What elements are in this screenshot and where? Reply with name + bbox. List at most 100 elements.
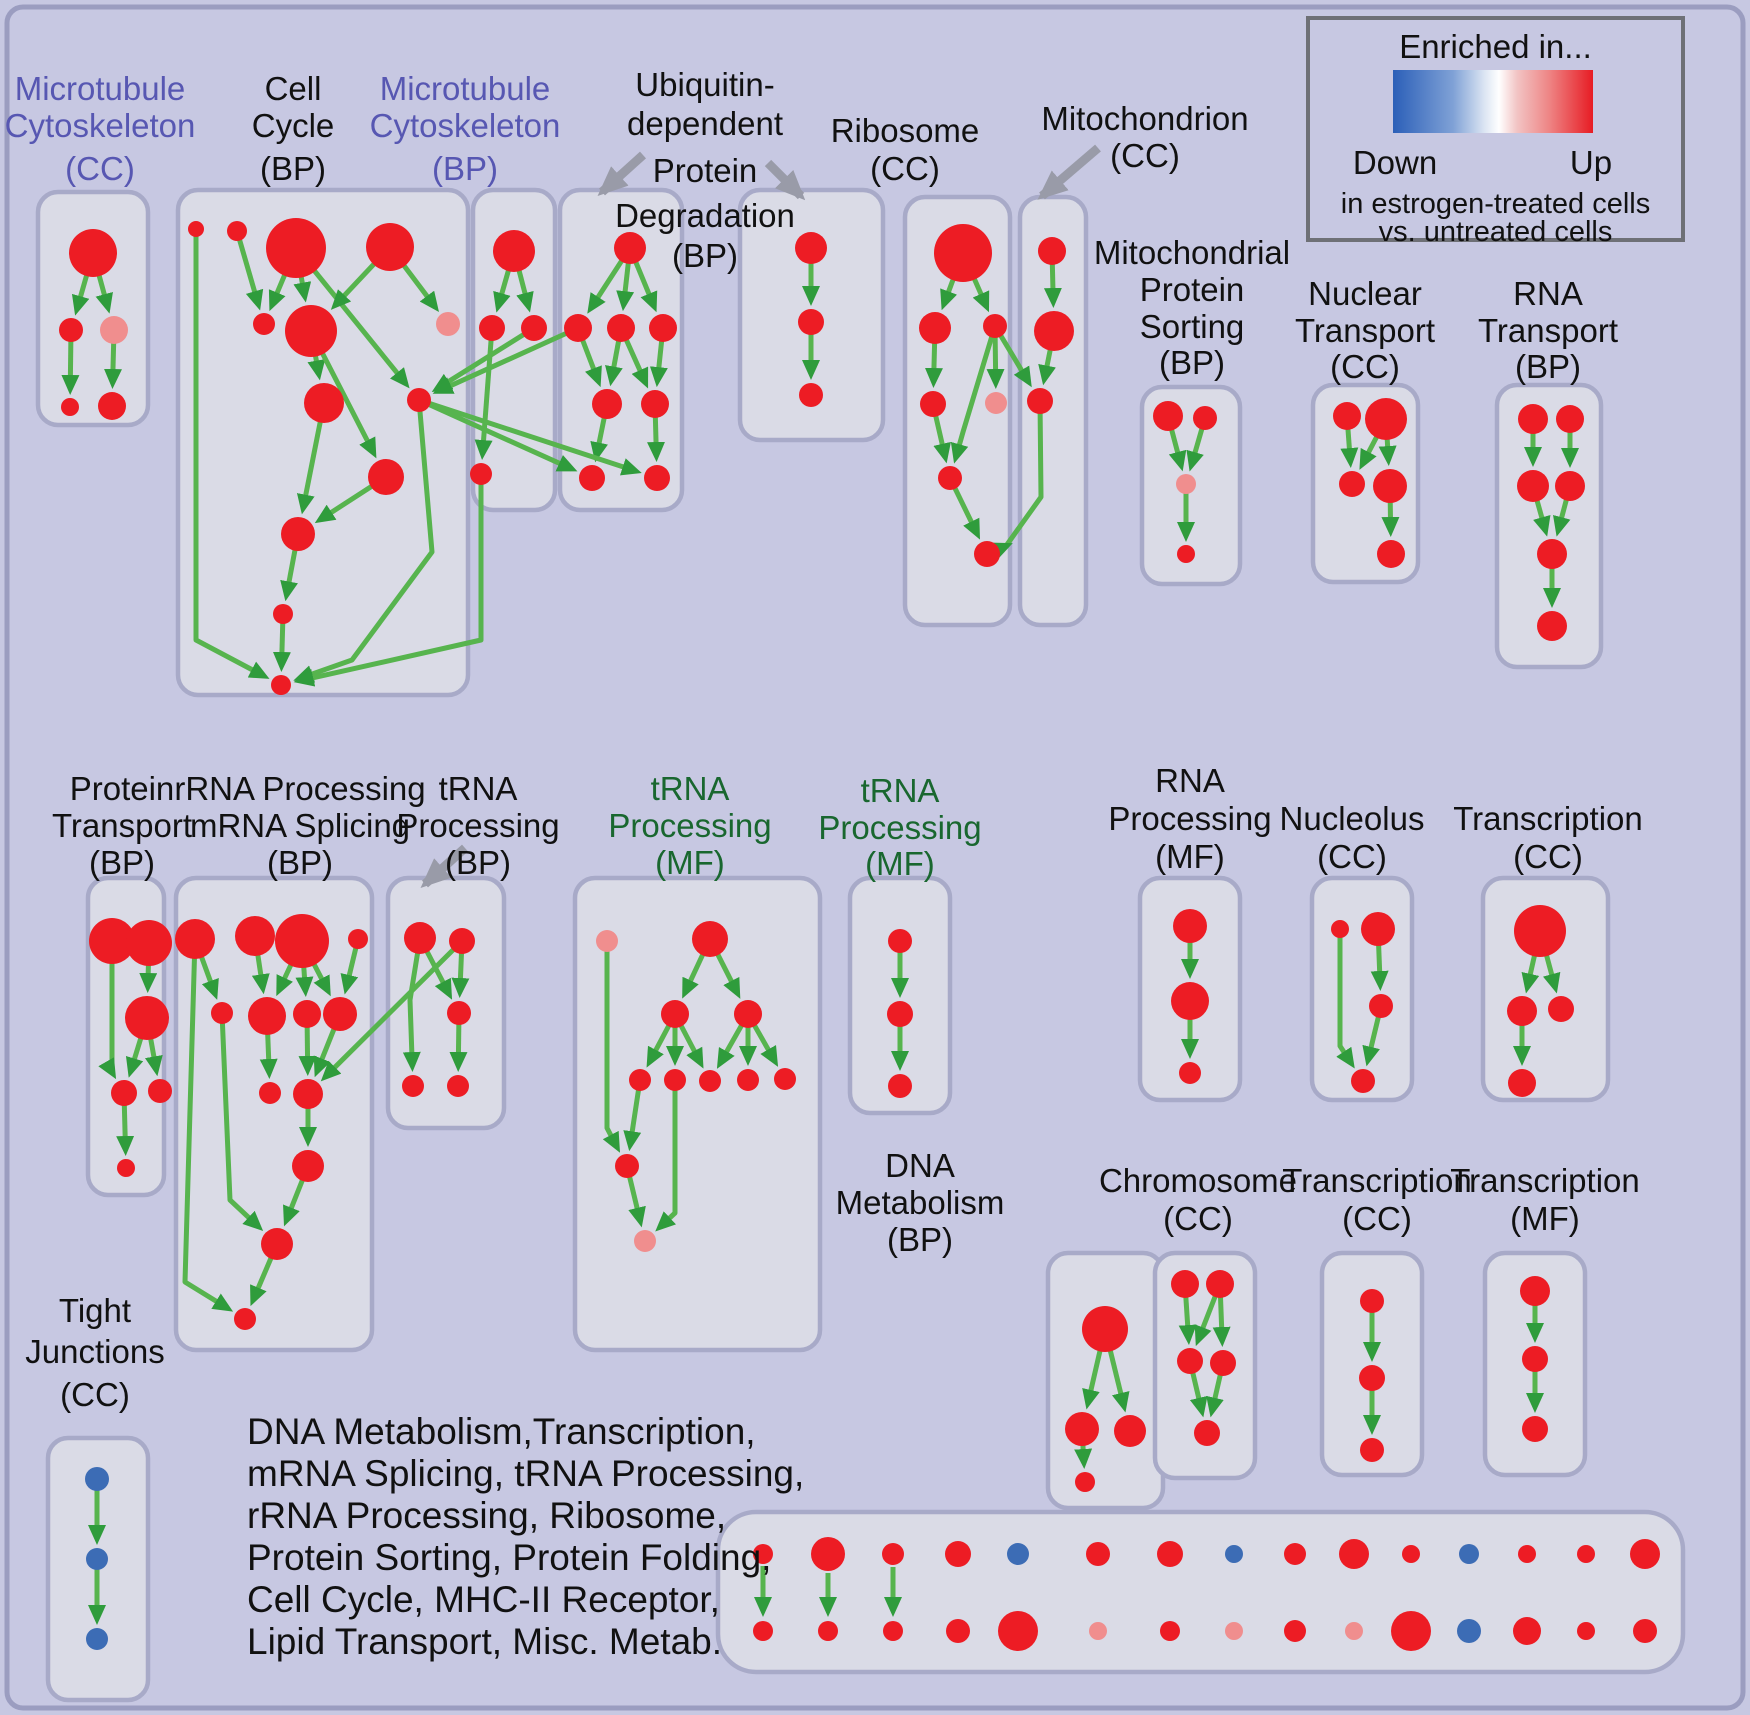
pair-bottom-node-11 [1391, 1611, 1431, 1651]
node-u4 [649, 314, 677, 342]
cluster-labels: MicrotubuleCytoskeleton(CC)CellCycle(BP)… [5, 66, 1643, 1413]
pointer-arrow-1 [597, 151, 647, 197]
label-tight-junctions: Tight Junctions (CC) [25, 1292, 164, 1413]
label-mito-sorting-line: (BP) [1159, 344, 1225, 381]
legend-gradient-bar [1393, 70, 1593, 133]
pair-top-node-5 [1007, 1543, 1029, 1565]
pair-bottom-node-7 [1160, 1621, 1180, 1641]
label-microtubule-bp-line: (BP) [432, 150, 498, 187]
node-f8 [774, 1068, 796, 1090]
node-mt2 [1034, 311, 1074, 351]
label-trna-mf-2-line: tRNA [861, 772, 940, 809]
node-n5 [1377, 540, 1405, 568]
node-p3 [125, 996, 169, 1040]
pair-top-node-9 [1284, 1543, 1306, 1565]
label-microtubule-bp-line: Microtubule [380, 70, 551, 107]
legend: Enriched in... Down Up in estrogen-treated … [1306, 16, 1685, 248]
box-dna-metabolism [1045, 1250, 1166, 1511]
node-tm3 [1522, 1416, 1548, 1442]
node-c10 [368, 459, 404, 495]
edge-c1-c13 [193, 229, 270, 679]
node-ch1 [1171, 1270, 1199, 1298]
label-protein-transport-line: Protein [70, 770, 175, 807]
node-c3 [266, 218, 326, 278]
node-h1 [1173, 909, 1207, 943]
label-protein-transport-line: (BP) [89, 844, 155, 881]
label-trna-bp-line: (BP) [445, 844, 511, 881]
node-r6 [938, 466, 962, 490]
node-n2 [1365, 398, 1407, 440]
pair-bottom-node-4 [946, 1619, 970, 1643]
node-c9 [407, 388, 431, 412]
pair-top-node-8 [1225, 1545, 1243, 1563]
edge-t2-q10 [320, 939, 464, 1082]
pair-bottom-node-13 [1513, 1617, 1541, 1645]
pair-bottom-node-6 [1089, 1622, 1107, 1640]
box-chromosome [1152, 1250, 1258, 1481]
label-nuclear-transport-line: Transport [1295, 312, 1435, 349]
node-c2 [227, 221, 247, 241]
label-cell-cycle-line: (BP) [260, 150, 326, 187]
label-ribosome: Ribosome(CC) [831, 112, 980, 187]
node-r7 [974, 541, 1000, 567]
label-microtubule-cc-line: (CC) [65, 150, 135, 187]
label-rna-processing-line: Processing [1108, 800, 1271, 837]
node-tj2 [86, 1548, 108, 1570]
node-mt3 [1027, 388, 1053, 414]
edge-c2-c5 [234, 230, 264, 311]
label-mitochondrion-line: (CC) [1110, 137, 1180, 174]
edge-mt3-r7 [990, 400, 1044, 560]
node-n1 [1333, 402, 1361, 430]
figure-frame [4, 4, 1746, 1711]
box-trna-mf-large [572, 875, 823, 1353]
node-tc2 [1359, 1365, 1385, 1391]
box-nucleolus [1309, 875, 1415, 1103]
node-s4 [1177, 545, 1195, 563]
node-u7 [579, 465, 605, 491]
misc-text-line-6: Lipid Transport, Misc. Metab. [247, 1621, 722, 1662]
node-c11 [281, 517, 315, 551]
node-q4 [348, 929, 368, 949]
node-g1 [888, 929, 912, 953]
node-q6 [248, 997, 286, 1035]
node-k1 [1514, 905, 1566, 957]
node-c8 [304, 383, 344, 423]
label-nuclear-transport-line: (CC) [1330, 348, 1400, 385]
node-h3 [1179, 1062, 1201, 1084]
node-r4 [920, 391, 946, 417]
pair-top-node-7 [1157, 1541, 1183, 1567]
node-f10 [634, 1230, 656, 1252]
pair-bottom-node-8 [1225, 1622, 1243, 1640]
legend-subtitle-2: vs. untreated cells [1379, 216, 1613, 248]
label-trna-mf-1-line: tRNA [651, 770, 730, 807]
label-dna-metabolism-line: DNA [885, 1147, 955, 1184]
node-b3b [470, 463, 492, 485]
node-ch2 [1206, 1270, 1234, 1298]
pair-top-node-11 [1402, 1545, 1420, 1563]
node-f9 [615, 1154, 639, 1178]
node-r1 [934, 224, 992, 282]
legend-subtitle-1: in estrogen-treated cells [1341, 188, 1651, 220]
pair-top-node-12 [1459, 1544, 1479, 1564]
misc-clusters-text: DNA Metabolism,Transcription,mRNA Splici… [247, 1411, 804, 1662]
label-ubiquitin-line: (BP) [672, 237, 738, 274]
edge-c9-c13 [293, 399, 435, 683]
label-rna-processing-line: RNA [1155, 762, 1225, 799]
node-rt5 [1537, 539, 1567, 569]
misc-text-line-2: mRNA Splicing, tRNA Processing, [247, 1453, 804, 1494]
box-microtubule-cc [35, 189, 151, 428]
node-f0 [596, 930, 618, 952]
node-a1 [69, 229, 117, 277]
node-q8 [323, 997, 357, 1031]
label-chromosome-line: Chromosome [1099, 1162, 1297, 1199]
node-u5 [592, 389, 622, 419]
node-rt1 [1518, 404, 1548, 434]
label-transcription-cc-2: Transcription(CC) [1453, 800, 1643, 875]
misc-text-line-1: DNA Metabolism,Transcription, [247, 1411, 756, 1452]
label-trna-bp-line: Processing [396, 807, 559, 844]
node-p5 [148, 1079, 172, 1103]
label-rna-transport-line: RNA [1513, 275, 1583, 312]
label-ubiquitin-line: Ubiquitin- [635, 66, 774, 103]
